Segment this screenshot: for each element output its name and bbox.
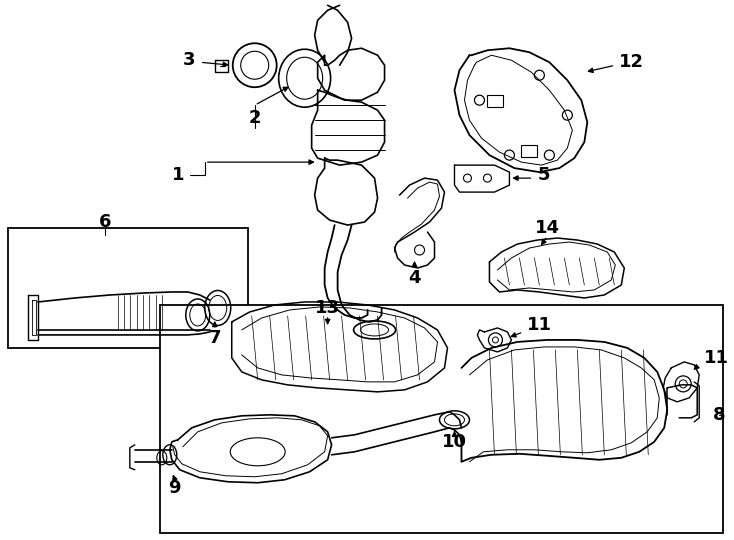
Text: 3: 3: [184, 51, 196, 69]
Text: 9: 9: [169, 479, 181, 497]
Text: 2: 2: [249, 109, 261, 127]
Text: 7: 7: [208, 329, 221, 347]
Bar: [521, 145, 537, 157]
Bar: [8, 228, 247, 348]
Text: 5: 5: [537, 166, 550, 184]
Text: 8: 8: [713, 406, 725, 424]
Bar: [487, 95, 504, 107]
Text: 4: 4: [408, 269, 421, 287]
Text: 11: 11: [528, 316, 553, 334]
Text: 6: 6: [98, 213, 111, 231]
Bar: [160, 305, 723, 532]
Text: 13: 13: [315, 299, 340, 317]
Text: 14: 14: [535, 219, 560, 237]
Text: 10: 10: [442, 433, 467, 451]
Text: 12: 12: [619, 53, 644, 71]
Text: 11: 11: [704, 349, 729, 367]
Text: 1: 1: [172, 166, 185, 184]
